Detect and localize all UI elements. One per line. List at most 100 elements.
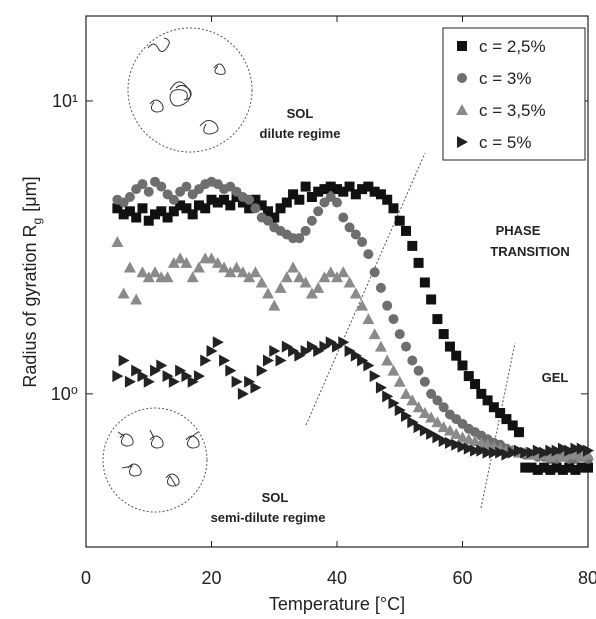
marker-triangle	[443, 424, 456, 436]
marker-triangle	[181, 370, 193, 383]
marker-square	[507, 420, 518, 431]
marker-triangle	[219, 354, 231, 367]
marker-square	[444, 341, 455, 352]
marker-triangle	[168, 375, 180, 388]
marker-triangle	[224, 266, 237, 278]
marker-triangle	[231, 375, 243, 388]
marker-triangle	[368, 328, 381, 340]
marker-triangle	[374, 340, 387, 352]
marker-triangle	[438, 435, 450, 448]
marker-triangle	[313, 345, 325, 358]
marker-triangle	[332, 340, 343, 353]
marker-square	[382, 194, 393, 205]
marker-triangle	[344, 345, 356, 358]
marker-circle	[168, 194, 179, 205]
x-tick-label: 40	[327, 568, 347, 588]
marker-circle	[244, 194, 255, 205]
marker-circle	[294, 233, 305, 244]
marker-triangle	[495, 446, 507, 459]
marker-square	[438, 329, 449, 340]
marker-triangle	[539, 446, 551, 459]
marker-square	[564, 462, 575, 473]
marker-triangle	[205, 252, 218, 264]
marker-square	[350, 189, 361, 200]
marker-triangle	[162, 370, 174, 383]
marker-circle	[344, 222, 355, 233]
marker-square	[332, 184, 342, 195]
marker-triangle	[305, 287, 318, 299]
marker-circle	[156, 181, 167, 192]
marker-triangle	[137, 370, 149, 383]
marker-triangle	[294, 349, 306, 362]
marker-square	[557, 464, 568, 475]
annotation: dilute regime	[260, 126, 341, 141]
marker-triangle	[407, 416, 419, 429]
marker-circle	[143, 186, 154, 197]
marker-square	[451, 350, 462, 361]
marker-triangle	[256, 364, 268, 377]
legend-label: c = 3%	[479, 69, 531, 88]
marker-triangle	[175, 364, 187, 377]
marker-square	[156, 206, 167, 217]
marker-triangle	[412, 401, 425, 413]
marker-circle	[250, 203, 261, 214]
marker-triangle	[576, 442, 588, 455]
marker-triangle	[306, 340, 318, 353]
marker-triangle	[457, 440, 469, 453]
series	[112, 181, 593, 475]
marker-triangle	[349, 287, 362, 299]
marker-square	[426, 294, 437, 305]
marker-triangle	[150, 364, 162, 377]
marker-circle	[357, 236, 368, 247]
marker-triangle	[350, 349, 362, 362]
annotation: PHASE	[496, 223, 541, 238]
legend-label: c = 2,5%	[479, 37, 546, 56]
marker-triangle	[388, 397, 400, 410]
marker-triangle	[143, 375, 155, 388]
marker-square	[200, 203, 211, 214]
marker-triangle	[243, 271, 256, 283]
marker-triangle	[526, 446, 538, 459]
marker-triangle	[206, 345, 218, 358]
annotation: SOL	[262, 490, 289, 505]
marker-circle	[124, 191, 135, 202]
marker-triangle	[180, 256, 193, 268]
marker-triangle	[400, 387, 413, 399]
marker-triangle	[312, 281, 325, 293]
inset-dilute	[127, 27, 253, 153]
marker-triangle	[513, 444, 525, 457]
marker-triangle	[432, 431, 444, 444]
marker-square	[401, 225, 412, 236]
marker-triangle	[275, 354, 287, 367]
marker-circle	[388, 314, 399, 325]
annotation: GEL	[542, 370, 569, 385]
marker-triangle	[369, 370, 381, 383]
marker-triangle	[117, 287, 130, 299]
marker-square	[532, 464, 543, 475]
marker-square	[495, 408, 506, 419]
marker-triangle	[269, 345, 281, 358]
marker-triangle	[431, 416, 444, 428]
marker-triangle	[570, 442, 582, 455]
guide-line	[480, 342, 516, 509]
marker-square	[526, 462, 537, 473]
marker-square	[313, 186, 324, 197]
y-axis-label: Radius of gyration Rg [μm]	[20, 176, 44, 387]
marker-square	[520, 462, 531, 473]
marker-triangle	[174, 252, 187, 264]
marker-triangle	[136, 266, 149, 278]
marker-square	[551, 462, 562, 473]
marker-triangle	[236, 266, 249, 278]
marker-circle	[137, 179, 148, 190]
marker-triangle	[299, 276, 312, 288]
marker-square	[288, 189, 299, 200]
marker-triangle	[418, 407, 431, 419]
marker-square	[394, 215, 405, 226]
marker-circle	[306, 215, 317, 226]
marker-triangle	[237, 387, 249, 400]
marker-triangle	[274, 281, 287, 293]
x-axis-label: Temperature [°C]	[269, 594, 405, 614]
marker-square	[237, 197, 248, 208]
